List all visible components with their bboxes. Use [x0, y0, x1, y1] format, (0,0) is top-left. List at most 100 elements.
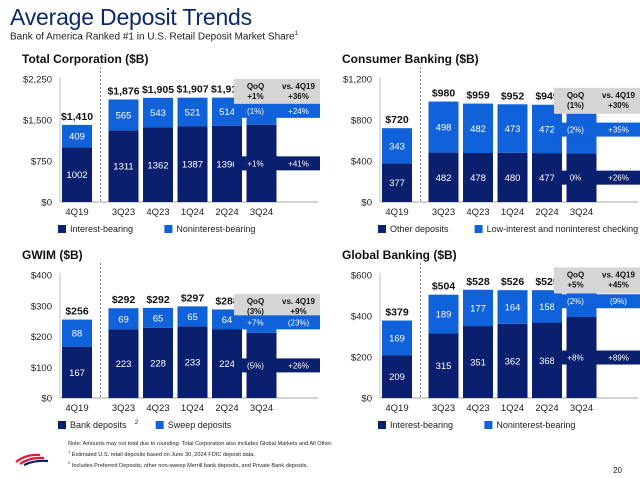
subtitle-footnote-mark: 1	[294, 31, 298, 37]
legend-swatch-sweep-deposits	[155, 421, 164, 429]
comparison-row-other-deposits	[554, 170, 640, 185]
y-tick-label: $1,200	[343, 75, 372, 86]
bar-segment-low-interest-and-noninterest-checking	[497, 104, 528, 153]
bar-total-label: $297	[181, 292, 205, 304]
comparison-value: (2%)	[567, 297, 584, 306]
comparison-value: (1%)	[247, 107, 264, 116]
bar-value-label: 69	[118, 314, 129, 325]
bar-segment-sweep-deposits	[143, 307, 173, 328]
comparison-header-bg	[554, 267, 640, 294]
footnote-2-text: Includes Preferred Deposits, other non-s…	[71, 462, 309, 469]
bar-segment-low-interest-and-noninterest-checking	[428, 101, 459, 153]
y-tick-label: $750	[31, 157, 52, 168]
bar-value-label: 521	[185, 107, 201, 118]
y-tick-label: $0	[361, 394, 372, 405]
y-tick-label: $0	[41, 394, 52, 405]
comparison-total-qoq: +1%	[247, 92, 263, 101]
bar-value-label: 158	[539, 302, 555, 313]
legend-label-other-deposits: Other deposits	[390, 224, 449, 234]
comparison-value: +26%	[608, 174, 629, 183]
comparison-row-interest-bearing	[234, 156, 320, 171]
legend-label-noninterest-bearing: Noninterest-bearing	[176, 224, 255, 234]
bar-segment-low-interest-and-noninterest-checking	[463, 103, 493, 154]
comparison-value: +35%	[608, 126, 629, 135]
bar-value-label: 169	[389, 333, 405, 344]
x-tick-label: 4Q19	[65, 403, 88, 414]
bar-value-label: 189	[436, 310, 452, 321]
comparison-header-qoq: QoQ	[247, 82, 264, 91]
y-tick-label: $0	[361, 198, 372, 209]
comparison-value: +26%	[288, 361, 309, 370]
bar-segment-interest-bearing	[143, 127, 173, 202]
consumer-banking-chart: Consumer Banking ($B) $0 $400 $800 $1,200 377…	[342, 52, 640, 234]
comparison-value: (23%)	[288, 318, 310, 327]
bar-total-label: $292	[146, 294, 170, 306]
x-tick-label: 3Q23	[432, 403, 455, 414]
bar-total-label: $949	[535, 91, 559, 103]
legend-label-sweep-deposits: Sweep deposits	[168, 420, 232, 430]
bar-segment-noninterest-bearing	[382, 320, 412, 356]
legend-swatch-noninterest-bearing	[484, 421, 493, 429]
comparison-value: +8%	[567, 354, 583, 363]
bar-value-label: 482	[470, 124, 486, 135]
bar-segment-noninterest-bearing	[108, 99, 139, 131]
bar-value-label: 543	[150, 108, 166, 119]
bar-value-label: 177	[470, 303, 486, 314]
bar-value-label: 233	[185, 358, 201, 369]
chart-title: GWIM ($B)	[22, 248, 83, 262]
bar-value-label: 480	[505, 173, 521, 184]
y-tick-label: $200	[351, 353, 372, 364]
bar-value-label: 478	[470, 173, 486, 184]
comparison-total-vs-4q19: +36%	[288, 92, 309, 101]
x-tick-label: 3Q23	[112, 207, 135, 218]
bar-segment-sweep-deposits	[177, 306, 208, 327]
bar-value-label: 224	[219, 359, 235, 370]
comparison-value: (9%)	[610, 297, 627, 306]
bar-total-label: $528	[466, 276, 490, 288]
y-tick-label: $600	[351, 271, 372, 282]
bar-total-label: $959	[466, 90, 490, 102]
bar-value-label: 343	[389, 141, 405, 152]
global-banking-chart: Global Banking ($B) $0 $200 $400 $600 209 169 $…	[342, 248, 640, 430]
comparison-total-qoq: +5%	[567, 280, 583, 289]
x-tick-label: 4Q19	[385, 403, 408, 414]
legend-label-noninterest-bearing: Noninterest-bearing	[496, 420, 575, 430]
bar-value-label: 498	[436, 123, 452, 134]
bar-total-label: $256	[65, 306, 89, 318]
comparison-value: +7%	[247, 318, 263, 327]
x-tick-label: 3Q23	[112, 403, 135, 414]
bar-segment-bank-deposits	[108, 329, 139, 398]
x-tick-label: 3Q24	[250, 403, 273, 414]
legend-label-interest-bearing: Interest-bearing	[390, 420, 453, 430]
footnote-1-text: Estimated U.S. retail deposits based on …	[71, 451, 255, 458]
comparison-value: +41%	[288, 159, 309, 168]
bar-segment-noninterest-bearing	[177, 97, 208, 127]
comparison-header-vs-4q19: vs. 4Q19	[282, 82, 315, 91]
footnote-2: 2 Includes Preferred Deposits, other non…	[68, 459, 588, 470]
bar-value-label: 64	[222, 315, 233, 326]
bar-segment-noninterest-bearing	[143, 97, 173, 128]
bar-value-label: 351	[470, 358, 486, 369]
comparison-value: +89%	[608, 354, 629, 363]
comparison-value: (5%)	[247, 361, 264, 370]
bar-value-label: 482	[436, 173, 452, 184]
bar-value-label: 377	[389, 178, 405, 189]
bar-total-label: $288	[215, 295, 239, 307]
comparison-value: +1%	[247, 159, 263, 168]
page-number: 20	[613, 466, 622, 475]
bar-value-label: 228	[150, 358, 166, 369]
x-tick-label: 2Q24	[215, 403, 238, 414]
page-title: Average Deposit Trends	[10, 4, 252, 30]
bar-total-label: $525	[535, 276, 559, 288]
footnote-1: 1 Estimated U.S. retail deposits based o…	[68, 448, 588, 459]
y-tick-label: $200	[31, 332, 52, 343]
comparison-header-bg	[234, 78, 320, 105]
x-tick-label: 4Q23	[146, 207, 169, 218]
comparison-row-interest-bearing	[554, 350, 640, 365]
x-tick-label: 1Q24	[501, 207, 524, 218]
bar-value-label: 315	[436, 361, 452, 372]
legend-swatch-bank-deposits	[58, 421, 66, 429]
bar-segment-other-deposits	[428, 152, 459, 202]
x-tick-label: 4Q23	[466, 403, 489, 414]
x-tick-label: 1Q24	[501, 403, 524, 414]
